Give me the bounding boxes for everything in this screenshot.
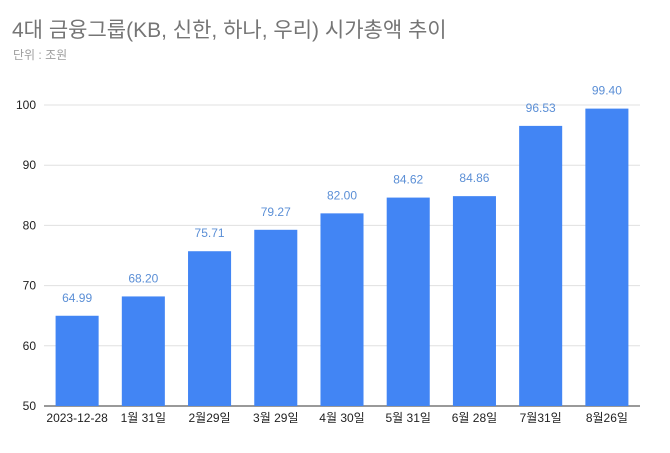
chart-title: 4대 금융그룹(KB, 신한, 하나, 우리) 시가총액 추이: [12, 19, 447, 42]
x-tick-label: 8월26일: [586, 411, 628, 425]
data-label: 96.53: [526, 101, 556, 115]
data-label: 75.71: [195, 226, 225, 240]
x-tick-label: 2023-12-28: [46, 411, 108, 425]
y-axis-ticks: 50 60 70 80 90 100: [16, 98, 36, 413]
data-label: 84.62: [393, 173, 423, 187]
chart-subtitle: 단위 : 조원: [13, 48, 68, 62]
x-tick-label: 4월 30일: [319, 411, 364, 425]
data-label: 68.20: [128, 271, 158, 285]
data-label: 79.27: [261, 205, 291, 219]
x-tick-label: 3월 29일: [253, 411, 298, 425]
y-tick-label: 80: [23, 218, 37, 232]
y-tick-label: 70: [23, 279, 37, 293]
bar: [452, 196, 496, 406]
bars: [55, 108, 629, 406]
data-label: 99.40: [592, 84, 622, 98]
data-label: 82.00: [327, 188, 357, 202]
y-tick-label: 60: [23, 339, 37, 353]
bar: [386, 197, 430, 406]
bar: [320, 213, 364, 406]
x-tick-label: 5월 31일: [386, 411, 431, 425]
bar: [585, 108, 629, 406]
bar: [121, 296, 165, 406]
data-labels: 64.99 68.20 75.71 79.27 82.00 84.62 84.86 96.53…: [62, 84, 622, 305]
data-label: 64.99: [62, 291, 92, 305]
bar: [254, 229, 298, 406]
x-tick-label: 2월29일: [189, 411, 231, 425]
x-tick-label: 1월 31일: [121, 411, 166, 425]
bar: [55, 315, 99, 406]
data-label: 84.86: [459, 171, 489, 185]
bar: [519, 125, 563, 406]
x-axis-ticks: 2023-12-28 1월 31일 2월29일 3월 29일 4월 30일 5월 31일 6…: [46, 411, 628, 425]
bar: [188, 251, 232, 406]
y-tick-label: 100: [16, 98, 36, 112]
y-tick-label: 90: [23, 158, 37, 172]
x-tick-label: 7월31일: [520, 411, 562, 425]
y-tick-label: 50: [23, 399, 37, 413]
x-tick-label: 6월 28일: [452, 411, 497, 425]
